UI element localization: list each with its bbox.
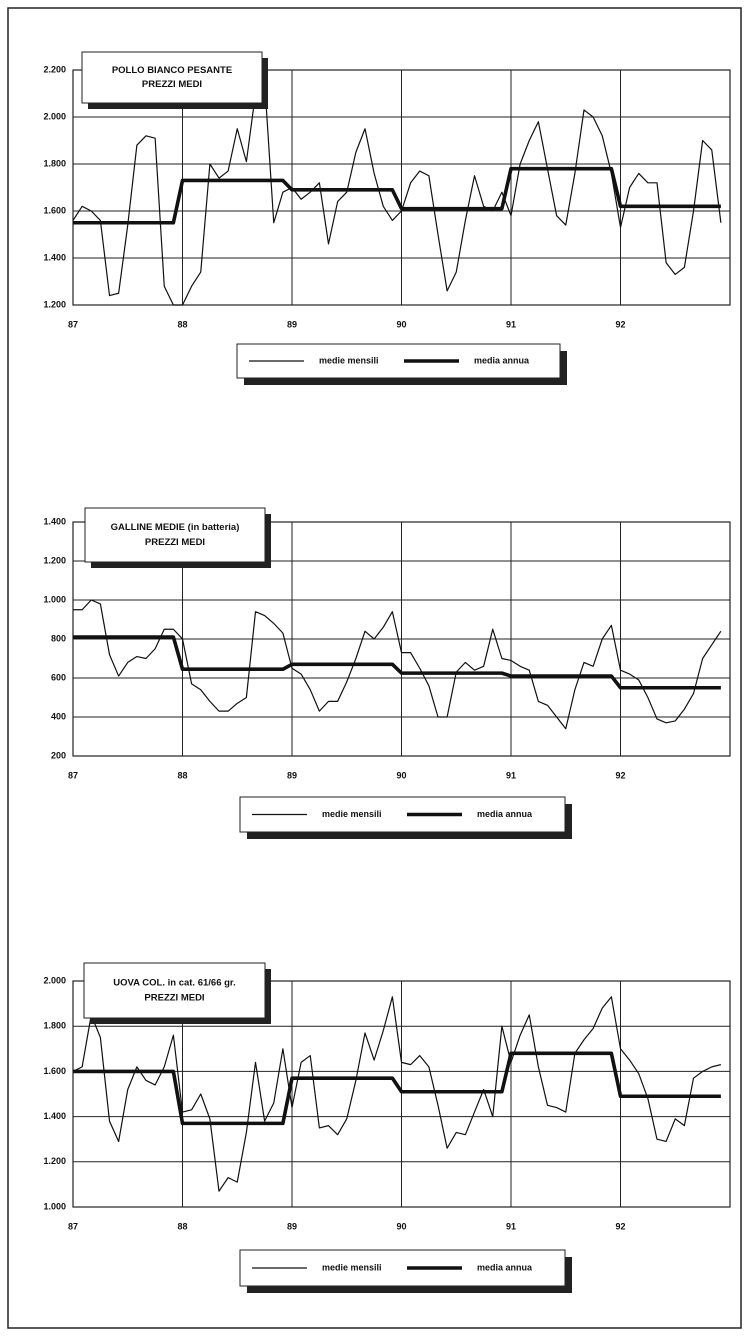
legend-label: media annua <box>477 1262 533 1272</box>
x-tick-label: 88 <box>177 770 187 780</box>
y-tick-label: 400 <box>51 711 66 721</box>
title-box <box>84 507 266 563</box>
x-tick-label: 87 <box>68 319 78 329</box>
data-line <box>73 1051 721 1126</box>
y-tick-label: 2.000 <box>43 111 66 121</box>
x-tick-label: 91 <box>506 319 516 329</box>
y-tick-label: 2.000 <box>43 975 66 985</box>
legend-label: media annua <box>477 809 533 819</box>
legend-label: medie mensili <box>322 809 382 819</box>
x-tick-label: 88 <box>177 319 187 329</box>
title-box <box>83 962 266 1019</box>
data-line <box>73 599 722 730</box>
y-tick-label: 600 <box>51 672 66 682</box>
y-tick-label: 1.000 <box>43 1201 66 1211</box>
y-tick-label: 1.600 <box>43 205 66 215</box>
x-tick-label: 90 <box>396 1221 406 1231</box>
y-tick-label: 200 <box>51 750 66 760</box>
x-tick-label: 92 <box>615 770 625 780</box>
y-tick-label: 800 <box>51 633 66 643</box>
x-tick-label: 88 <box>177 1221 187 1231</box>
x-tick-label: 91 <box>506 1221 516 1231</box>
chart-title: UOVA COL. in cat. 61/66 gr. <box>113 977 235 988</box>
x-tick-label: 87 <box>68 770 78 780</box>
chart-subtitle: PREZZI MEDI <box>142 79 202 90</box>
x-tick-label: 89 <box>287 770 297 780</box>
x-tick-label: 92 <box>615 1221 625 1231</box>
chart-subtitle: PREZZI MEDI <box>144 993 204 1004</box>
x-tick-label: 87 <box>68 1221 78 1231</box>
chart-subtitle: PREZZI MEDI <box>145 537 205 548</box>
legend-label: media annua <box>474 355 530 365</box>
legend-box <box>239 1249 566 1287</box>
title-box <box>81 51 263 104</box>
y-tick-label: 1.200 <box>43 1156 66 1166</box>
y-tick-label: 1.000 <box>43 594 66 604</box>
x-tick-label: 92 <box>615 319 625 329</box>
legend-label: medie mensili <box>322 1262 382 1272</box>
x-tick-label: 89 <box>287 1221 297 1231</box>
data-line <box>73 166 721 225</box>
legend-label: medie mensili <box>319 355 379 365</box>
x-tick-label: 89 <box>287 319 297 329</box>
y-tick-label: 2.200 <box>43 64 66 74</box>
y-tick-label: 1.400 <box>43 252 66 262</box>
y-tick-label: 1.400 <box>43 1111 66 1121</box>
x-tick-label: 90 <box>396 319 406 329</box>
data-line <box>72 996 722 1192</box>
x-tick-label: 91 <box>506 770 516 780</box>
y-tick-label: 1.800 <box>43 158 66 168</box>
y-tick-label: 1.200 <box>43 299 66 309</box>
y-tick-label: 1.200 <box>43 555 66 565</box>
y-tick-label: 1.800 <box>43 1021 66 1031</box>
chart-title: GALLINE MEDIE (in batteria) <box>111 522 240 533</box>
y-tick-label: 1.600 <box>43 1066 66 1076</box>
chart-title: POLLO BIANCO PESANTE <box>112 65 232 76</box>
y-tick-label: 1.400 <box>43 516 66 526</box>
data-line <box>73 635 721 690</box>
x-tick-label: 90 <box>396 770 406 780</box>
